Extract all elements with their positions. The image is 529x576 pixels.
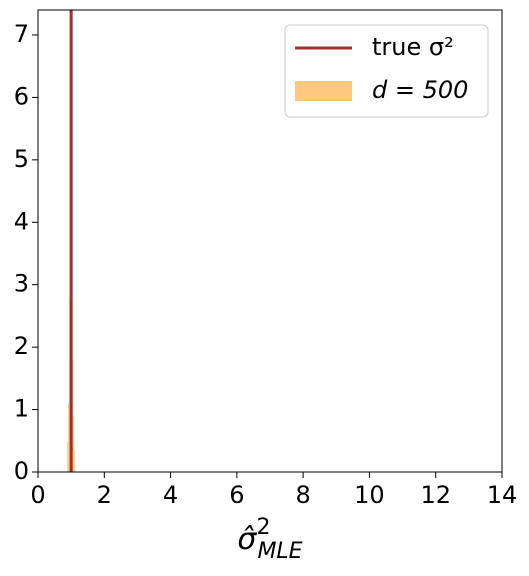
y-tick-label: 2: [14, 332, 29, 360]
x-tick-label: 6: [229, 481, 244, 509]
x-tick-label: 8: [296, 481, 311, 509]
x-label-sup: 2: [256, 515, 270, 540]
y-tick-label: 5: [14, 145, 29, 173]
x-label-sub: MLE: [257, 539, 302, 564]
x-tick-label: 14: [487, 481, 518, 509]
y-tick-label: 4: [14, 207, 29, 235]
legend-patch: [295, 81, 352, 101]
histogram-bar: [73, 415, 75, 472]
y-tick-label: 0: [14, 457, 29, 485]
histogram-bar: [74, 450, 76, 472]
x-tick-label: 10: [354, 481, 385, 509]
x-tick-label: 4: [163, 481, 178, 509]
y-tick-label: 3: [14, 270, 29, 298]
histogram-bar: [68, 403, 70, 472]
plot-frame: [37, 9, 503, 473]
x-axis-label: σ̂2 MLE: [237, 515, 302, 564]
y-tick-label: 7: [14, 20, 29, 48]
y-tick-label: 1: [14, 395, 29, 423]
legend-label: true σ²: [372, 33, 454, 61]
y-tick-label: 6: [14, 82, 29, 110]
x-tick-label: 2: [97, 481, 112, 509]
legend-label: d = 500: [372, 76, 468, 104]
x-tick-label: 12: [420, 481, 451, 509]
x-label-base: σ̂: [237, 522, 257, 557]
x-tick-label: 0: [30, 481, 45, 509]
histogram-bar: [67, 442, 69, 472]
